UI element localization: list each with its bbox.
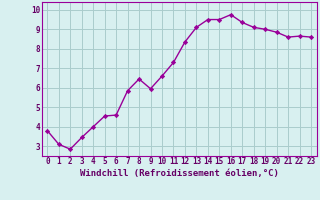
X-axis label: Windchill (Refroidissement éolien,°C): Windchill (Refroidissement éolien,°C) (80, 169, 279, 178)
